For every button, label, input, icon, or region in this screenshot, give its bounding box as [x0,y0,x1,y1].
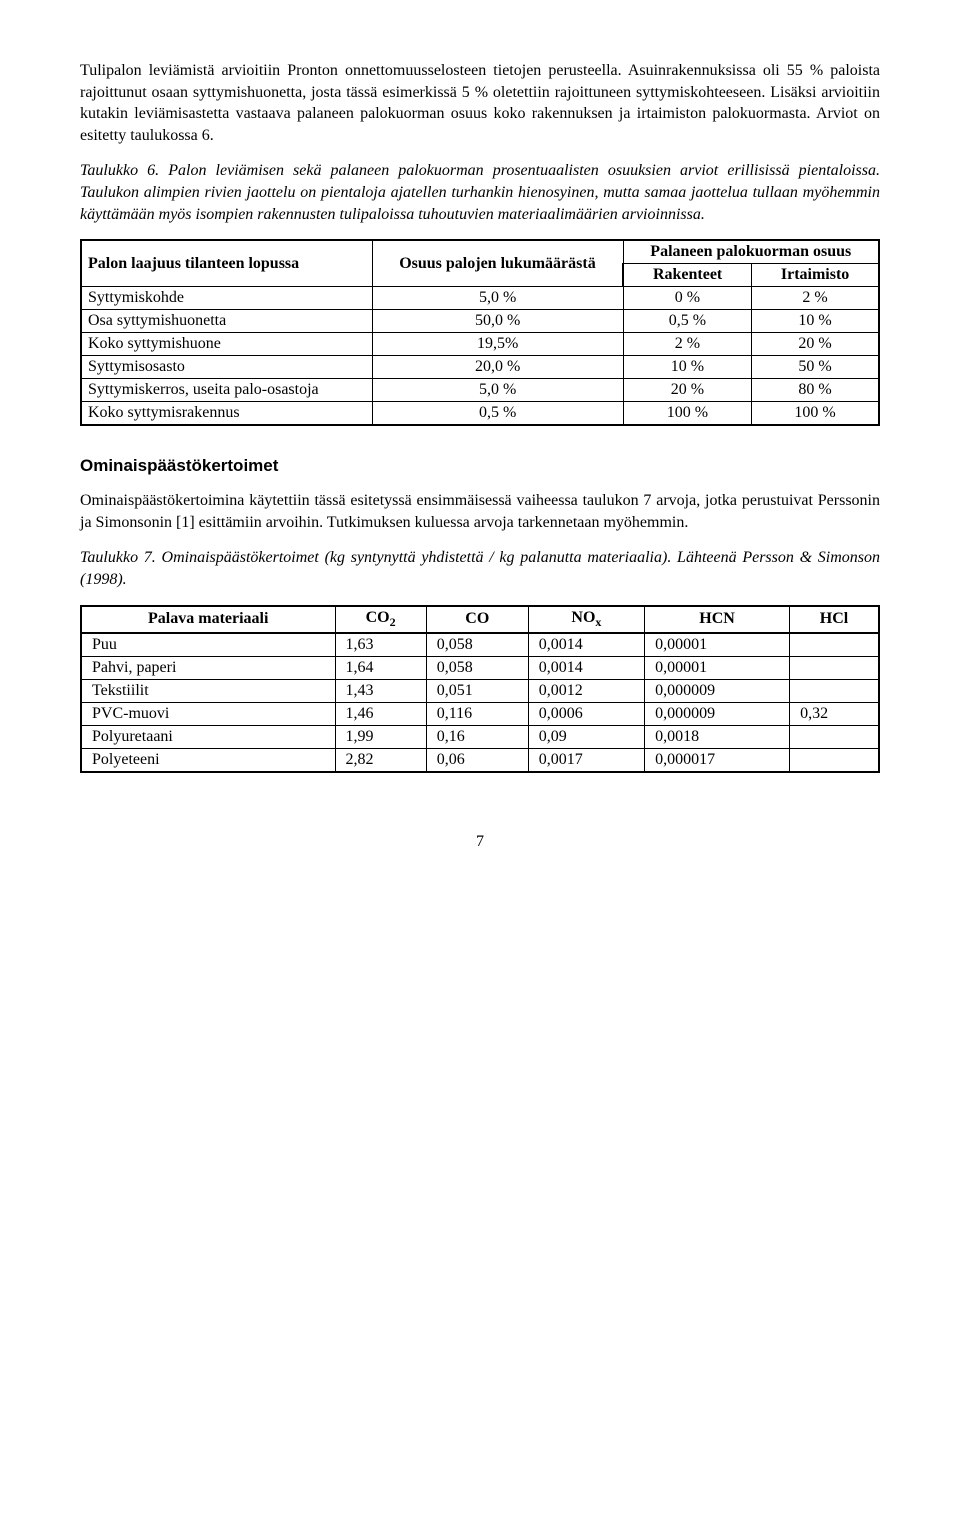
t7-cell: 1,64 [335,656,426,679]
table-row: Osa syttymishuonetta50,0 %0,5 %10 % [81,310,879,333]
t6-cell-irtaimisto: 50 % [752,356,879,379]
section-title-ominaispaastokertoimet: Ominaispäästökertoimet [80,456,880,476]
table-7: Palava materiaali CO2 CO NOx HCN HCl Puu… [80,605,880,773]
t6-cell-label: Koko syttymishuone [81,333,372,356]
t6-cell-irtaimisto: 10 % [752,310,879,333]
t7-head-nox: NOx [528,606,644,633]
t7-cell: 0,00001 [645,633,790,657]
t7-cell: 0,0014 [528,656,644,679]
t7-head-material: Palava materiaali [81,606,335,633]
t7-cell: 0,00001 [645,656,790,679]
table-6: Palon laajuus tilanteen lopussa Osuus pa… [80,239,880,426]
table6-caption: Taulukko 6. Palon leviämisen sekä palane… [80,160,880,225]
t6-cell-label: Osa syttymishuonetta [81,310,372,333]
t7-cell: 1,63 [335,633,426,657]
t6-cell-label: Koko syttymisrakennus [81,402,372,426]
t7-cell: 1,43 [335,679,426,702]
t7-cell: 0,09 [528,725,644,748]
t7-cell: 1,99 [335,725,426,748]
table-row: Polyeteeni2,820,060,00170,000017 [81,748,879,772]
t6-subhead-irtaimisto: Irtaimisto [752,264,879,287]
t6-cell-rakenteet: 20 % [623,379,752,402]
t7-cell: 1,46 [335,702,426,725]
t7-cell: 2,82 [335,748,426,772]
t7-cell [790,656,879,679]
t6-cell-rakenteet: 10 % [623,356,752,379]
paragraph-intro: Tulipalon leviämistä arvioitiin Pronton … [80,60,880,146]
t7-cell: Puu [81,633,335,657]
t7-cell: 0,058 [426,633,528,657]
t6-cell-irtaimisto: 20 % [752,333,879,356]
table7-caption: Taulukko 7. Ominaispäästökertoimet (kg s… [80,547,880,590]
t6-cell-share: 5,0 % [372,379,623,402]
t6-cell-rakenteet: 2 % [623,333,752,356]
t7-cell [790,679,879,702]
t7-cell: 0,16 [426,725,528,748]
table-row: Syttymisosasto20,0 %10 %50 % [81,356,879,379]
t7-cell: 0,000009 [645,702,790,725]
t6-cell-irtaimisto: 100 % [752,402,879,426]
t7-cell: 0,058 [426,656,528,679]
t7-cell: 0,0017 [528,748,644,772]
t7-cell: Pahvi, paperi [81,656,335,679]
t6-cell-share: 50,0 % [372,310,623,333]
t7-cell: Polyeteeni [81,748,335,772]
t7-cell: 0,0006 [528,702,644,725]
t6-cell-irtaimisto: 80 % [752,379,879,402]
table-row: Syttymiskohde5,0 %0 %2 % [81,287,879,310]
t6-cell-rakenteet: 0 % [623,287,752,310]
t7-cell [790,725,879,748]
t6-cell-irtaimisto: 2 % [752,287,879,310]
t7-cell: 0,051 [426,679,528,702]
t6-cell-label: Syttymiskerros, useita palo-osastoja [81,379,372,402]
t7-cell: 0,0018 [645,725,790,748]
table-row: Puu1,630,0580,00140,00001 [81,633,879,657]
t6-head-c2: Osuus palojen lukumäärästä [372,240,623,287]
t6-cell-share: 20,0 % [372,356,623,379]
t7-cell: Tekstiilit [81,679,335,702]
t6-cell-rakenteet: 0,5 % [623,310,752,333]
t6-cell-share: 19,5% [372,333,623,356]
t7-cell: 0,32 [790,702,879,725]
t7-cell: 0,000017 [645,748,790,772]
t6-cell-share: 0,5 % [372,402,623,426]
table-row: Tekstiilit1,430,0510,00120,000009 [81,679,879,702]
t7-head-co: CO [426,606,528,633]
page-number: 7 [80,833,880,851]
t7-cell: 0,116 [426,702,528,725]
t6-cell-label: Syttymisosasto [81,356,372,379]
t7-cell: 0,06 [426,748,528,772]
t6-cell-share: 5,0 % [372,287,623,310]
t6-head-c1: Palon laajuus tilanteen lopussa [81,240,372,287]
t7-head-co2: CO2 [335,606,426,633]
t7-cell: 0,000009 [645,679,790,702]
table-row: Syttymiskerros, useita palo-osastoja5,0 … [81,379,879,402]
t7-cell: PVC-muovi [81,702,335,725]
table-row: PVC-muovi1,460,1160,00060,0000090,32 [81,702,879,725]
t6-subhead-rakenteet: Rakenteet [623,264,752,287]
t6-head-c3: Palaneen palokuorman osuus [623,240,879,264]
table-row: Pahvi, paperi1,640,0580,00140,00001 [81,656,879,679]
t7-head-hcn: HCN [645,606,790,633]
t7-cell: 0,0012 [528,679,644,702]
t6-cell-label: Syttymiskohde [81,287,372,310]
t7-cell: 0,0014 [528,633,644,657]
t7-cell [790,633,879,657]
paragraph-ominais: Ominaispäästökertoimina käytettiin tässä… [80,490,880,533]
table-row: Koko syttymisrakennus0,5 %100 %100 % [81,402,879,426]
t7-cell: Polyuretaani [81,725,335,748]
table-row: Koko syttymishuone19,5%2 %20 % [81,333,879,356]
t6-cell-rakenteet: 100 % [623,402,752,426]
table-row: Polyuretaani1,990,160,090,0018 [81,725,879,748]
t7-cell [790,748,879,772]
t7-head-hcl: HCl [790,606,879,633]
